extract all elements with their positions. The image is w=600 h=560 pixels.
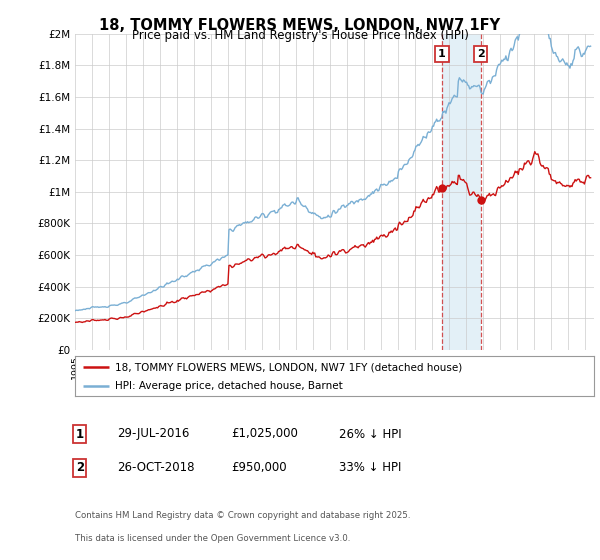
Text: 18, TOMMY FLOWERS MEWS, LONDON, NW7 1FY: 18, TOMMY FLOWERS MEWS, LONDON, NW7 1FY: [100, 18, 500, 33]
Text: 33% ↓ HPI: 33% ↓ HPI: [339, 461, 401, 474]
Text: £950,000: £950,000: [231, 461, 287, 474]
Bar: [442, 34, 481, 350]
Text: 1: 1: [76, 427, 84, 441]
Text: 29-JUL-2016: 29-JUL-2016: [117, 427, 190, 441]
Text: 18, TOMMY FLOWERS MEWS, LONDON, NW7 1FY (detached house): 18, TOMMY FLOWERS MEWS, LONDON, NW7 1FY …: [115, 362, 463, 372]
Text: 26% ↓ HPI: 26% ↓ HPI: [339, 427, 401, 441]
Text: This data is licensed under the Open Government Licence v3.0.: This data is licensed under the Open Gov…: [75, 534, 350, 543]
Text: HPI: Average price, detached house, Barnet: HPI: Average price, detached house, Barn…: [115, 381, 343, 391]
Text: Price paid vs. HM Land Registry's House Price Index (HPI): Price paid vs. HM Land Registry's House …: [131, 29, 469, 42]
Text: £1,025,000: £1,025,000: [231, 427, 298, 441]
Text: Contains HM Land Registry data © Crown copyright and database right 2025.: Contains HM Land Registry data © Crown c…: [75, 511, 410, 520]
Text: 2: 2: [76, 461, 84, 474]
Text: 1: 1: [438, 49, 446, 59]
Text: 2: 2: [476, 49, 484, 59]
Text: 26-OCT-2018: 26-OCT-2018: [117, 461, 194, 474]
